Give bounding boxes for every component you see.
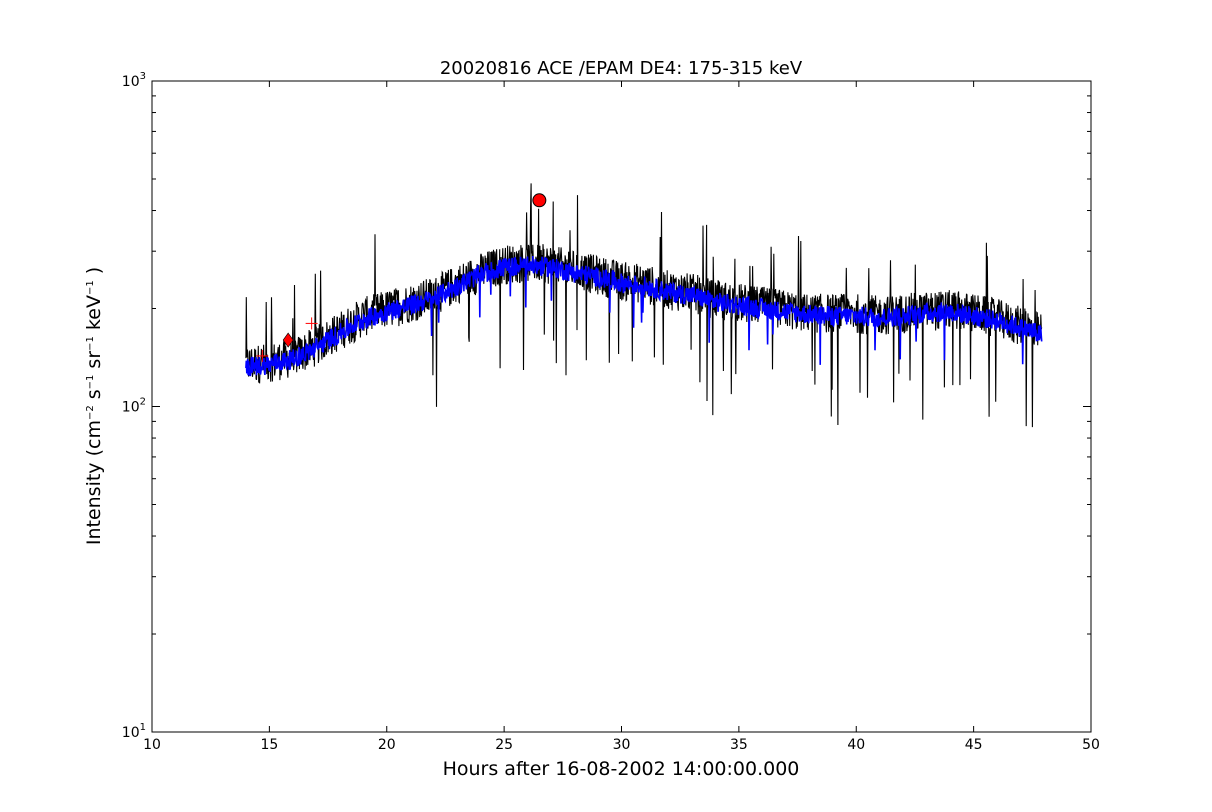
y-axis-label: Intensity (cm−2 s−1 sr−1 keV−1 ) xyxy=(83,267,105,545)
x-axis: 10 15 20 25 30 35 40 45 50 xyxy=(143,81,1100,753)
y-tick-label: 101 xyxy=(122,722,146,741)
y-tick-label: 102 xyxy=(122,397,146,416)
x-tick-label: 10 xyxy=(143,737,161,753)
onset-marker xyxy=(282,332,294,348)
y-tick-label: 103 xyxy=(122,71,146,90)
plus-marker xyxy=(256,349,269,362)
x-tick-label: 20 xyxy=(378,737,396,753)
x-tick-label: 25 xyxy=(495,737,513,753)
x-tick-label: 40 xyxy=(847,737,865,753)
y-axis: 101 102 103 xyxy=(122,71,1091,741)
x-tick-label: 15 xyxy=(260,737,278,753)
plot-frame xyxy=(151,80,1092,733)
x-tick-label: 45 xyxy=(965,737,983,753)
chart-title: 20020816 ACE /EPAM DE4: 175-315 keV xyxy=(440,58,803,79)
plus-marker xyxy=(305,317,318,330)
x-axis-label: Hours after 16-08-2002 14:00:00.000 xyxy=(443,758,800,780)
series-line xyxy=(245,183,1043,428)
series-line xyxy=(245,255,1043,377)
x-tick-label: 50 xyxy=(1082,737,1100,753)
peak-marker xyxy=(532,193,547,208)
plot-area xyxy=(245,183,1043,428)
x-tick-label: 30 xyxy=(613,737,631,753)
x-tick-label: 35 xyxy=(730,737,748,753)
